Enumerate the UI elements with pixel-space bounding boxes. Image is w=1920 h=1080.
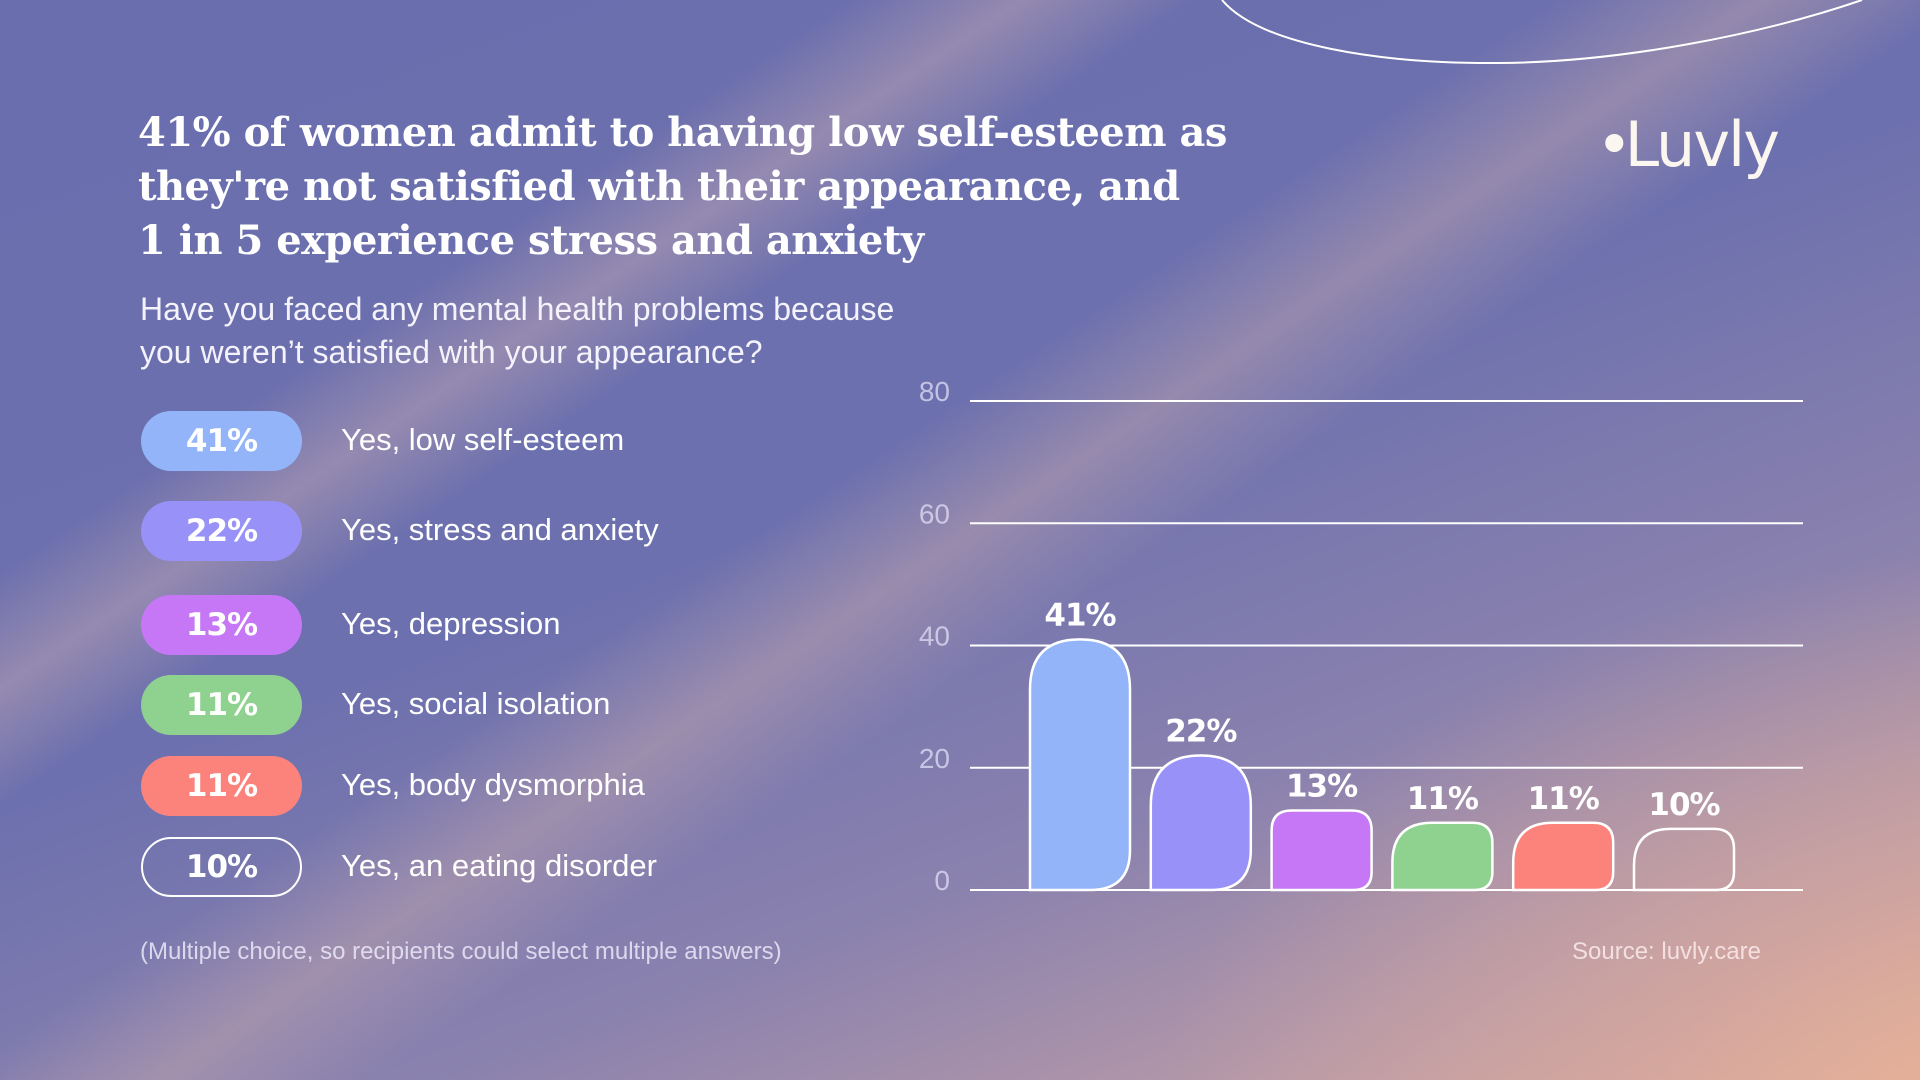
legend-value-pill: 11% [141, 675, 302, 735]
bar-value-label: 10% [1648, 787, 1720, 823]
y-tick-label: 0 [934, 865, 950, 896]
source-note: Source: luvly.care [1572, 938, 1761, 965]
legend-item: 22% Yes, stress and anxiety [141, 501, 841, 561]
legend-value-pill: 13% [141, 595, 302, 655]
y-tick-label: 20 [919, 743, 950, 774]
logo-text: Luvly [1624, 108, 1780, 181]
title-line: they're not satisfied with their appeara… [138, 163, 1180, 210]
legend-value-pill: 11% [141, 756, 302, 816]
legend-value-pill: 10% [141, 837, 302, 897]
legend-label: Yes, low self-esteem [341, 422, 625, 457]
legend-label: Yes, stress and anxiety [341, 512, 659, 547]
legend-label: Yes, body dysmorphia [341, 767, 645, 802]
legend-value-pill: 41% [141, 411, 302, 471]
bar-value-label: 22% [1165, 714, 1237, 750]
title-line: 41% of women admit to having low self-es… [138, 109, 1227, 156]
page-title: 41% of women admit to having low self-es… [138, 106, 1288, 268]
bar [1511, 821, 1615, 892]
footnote: (Multiple choice, so recipients could se… [140, 938, 782, 965]
y-tick-label: 40 [919, 621, 950, 652]
logo-dot-icon: • [1596, 108, 1633, 181]
legend-item: 13% Yes, depression [141, 595, 841, 655]
legend-item: 10% Yes, an eating disorder [141, 837, 841, 897]
bar [1270, 809, 1373, 892]
legend-item: 41% Yes, low self-esteem [141, 411, 841, 471]
legend-label: Yes, social isolation [341, 686, 611, 721]
bar [1149, 754, 1253, 892]
bar-chart: 0 20 40 60 80 41% 22% 13% 11% 11% 10% [919, 376, 1803, 896]
question-line: you weren’t satisfied with your appearan… [140, 334, 763, 370]
bar [1028, 638, 1132, 892]
bar-value-label: 13% [1286, 769, 1358, 805]
legend-label: Yes, an eating disorder [341, 848, 657, 883]
bar [1632, 827, 1736, 892]
legend-item: 11% Yes, social isolation [141, 675, 841, 735]
survey-question: Have you faced any mental health problem… [140, 288, 1040, 374]
bar-value-label: 41% [1044, 597, 1116, 633]
y-tick-label: 80 [919, 376, 950, 407]
title-line: 1 in 5 experience stress and anxiety [138, 217, 924, 264]
y-tick-label: 60 [919, 498, 950, 529]
legend-label: Yes, depression [341, 606, 561, 641]
bar [1391, 821, 1494, 892]
bar-value-label: 11% [1528, 781, 1600, 817]
legend-value-pill: 22% [141, 501, 302, 561]
decorative-curve [1221, 0, 1863, 65]
legend-item: 11% Yes, body dysmorphia [141, 756, 841, 816]
question-line: Have you faced any mental health problem… [140, 291, 895, 327]
luvly-logo: •Luvly [1596, 108, 1780, 181]
bar-value-label: 11% [1407, 781, 1479, 817]
